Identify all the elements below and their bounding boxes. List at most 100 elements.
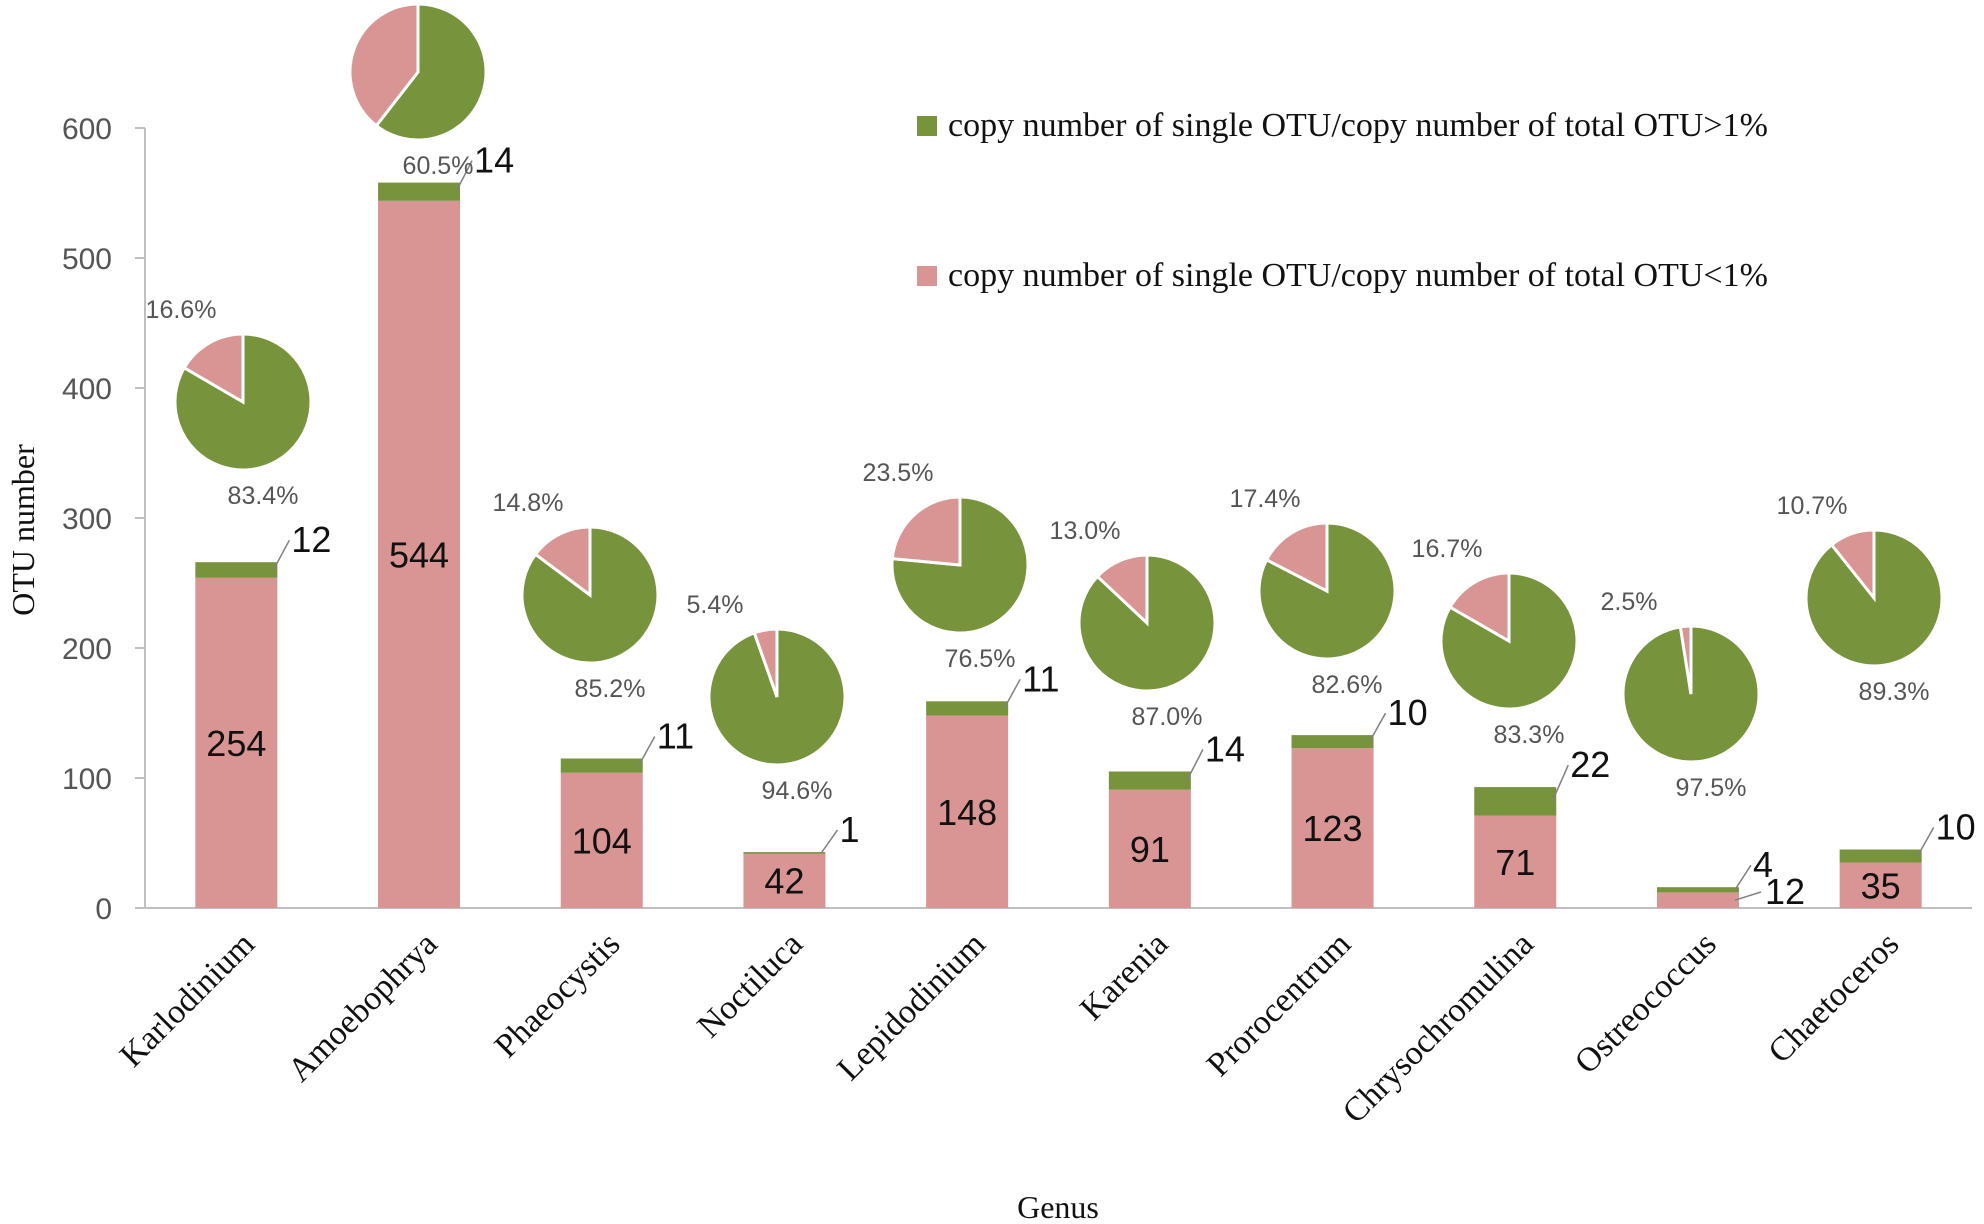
y-tick-label: 300 [62, 503, 112, 536]
bar-label-leader [638, 736, 656, 767]
bar-label-pink: 91 [1130, 829, 1170, 870]
bar-label-leader [1916, 827, 1935, 857]
pie-slice-pink [1264, 521, 1329, 594]
bar-label-leader [1368, 712, 1387, 742]
bar-green [743, 852, 826, 854]
bar-pink [1108, 789, 1191, 908]
pie-label-pink: 2.5% [1601, 588, 1658, 616]
bar-label-pink: 71 [1495, 842, 1535, 883]
pie-label-pink: 23.5% [863, 459, 934, 487]
bar-pink [378, 200, 461, 909]
bar-label-green: 4 [1753, 844, 1773, 885]
bar-label-green: 14 [1205, 729, 1245, 770]
x-tick-label: Amoebophrya [281, 925, 445, 1089]
x-tick-label: Lepidodinium [830, 925, 992, 1087]
legend-label: copy number of single OTU/copy number of… [948, 257, 1768, 294]
pie-label-pink: 14.8% [493, 489, 564, 517]
pie-slice-pink [890, 495, 962, 567]
bar-label-leader [1734, 891, 1762, 901]
bar-label-leader [272, 539, 291, 571]
bar-label-leader [1186, 749, 1204, 781]
bar-label-green: 14 [474, 140, 514, 181]
bar-pink [1291, 748, 1374, 908]
bar-pink [1656, 892, 1739, 908]
y-tick-label: 600 [62, 113, 112, 146]
x-tick-label: Noctiluca [690, 925, 810, 1045]
bar-pink [926, 715, 1009, 908]
pie-slice-green [890, 495, 1030, 635]
pie-label-green: 85.2% [575, 675, 646, 703]
bar-label-green: 22 [1570, 744, 1610, 785]
bar-pink [1839, 862, 1922, 908]
pie-label-green: 94.6% [762, 777, 833, 805]
x-tick-label: Prorocentrum [1200, 925, 1358, 1083]
bar-green [195, 562, 278, 578]
bar-pink [560, 772, 643, 908]
bar-label-pink: 544 [389, 534, 449, 575]
y-tick-label: 500 [62, 243, 112, 276]
x-tick-label: Karenia [1073, 925, 1175, 1027]
x-tick-label: Chrysochromulina [1336, 925, 1541, 1130]
bar-label-leader [455, 160, 473, 193]
y-tick-label: 100 [62, 763, 112, 796]
x-tick-label: Phaeocystis [488, 925, 628, 1065]
bar-label-green: 10 [1388, 692, 1428, 733]
bar-label-pink: 42 [764, 861, 804, 902]
bar-label-pink: 35 [1861, 865, 1901, 906]
pie-label-green: 83.4% [228, 482, 299, 510]
y-tick-label: 200 [62, 633, 112, 666]
pie-label-green: 87.0% [1132, 703, 1203, 731]
bar-pink [1474, 815, 1557, 908]
bar-label-green: 11 [1022, 658, 1059, 699]
pie-label-green: 76.5% [945, 645, 1016, 673]
bar-pink [195, 577, 278, 908]
bar-label-leader [1734, 864, 1752, 891]
bar-label-pink: 12 [1765, 871, 1805, 912]
pies: 16.6%83.4%39.5%60.5%14.8%85.2%5.4%94.6%2… [146, 2, 1944, 805]
bar-green [926, 701, 1009, 716]
legend-swatch [917, 266, 937, 286]
bar-label-green: 12 [291, 519, 331, 560]
bar-label-green: 1 [839, 809, 859, 850]
pie-slice-pink [1447, 571, 1511, 644]
x-tick-label: Chaetoceros [1761, 925, 1906, 1070]
x-tick-label: Ostreococcus [1568, 925, 1724, 1081]
bar-green [560, 758, 643, 773]
pie-slice-green [374, 2, 488, 142]
pie-label-green: 82.6% [1312, 671, 1383, 699]
pie-label-green: 97.5% [1676, 774, 1747, 802]
pie-slice-pink [348, 2, 420, 128]
bar-green [1291, 735, 1374, 749]
y-tick-label: 0 [95, 893, 112, 926]
pie-label-pink: 10.7% [1777, 492, 1848, 520]
pie-slice-pink [1829, 528, 1876, 603]
x-tick-label: Karlodinium [113, 925, 262, 1074]
y-axis-title: OTU number [5, 444, 41, 616]
pie-label-pink: 16.6% [146, 296, 217, 324]
x-axis-title: Genus [1017, 1189, 1099, 1224]
bar-green [1108, 771, 1191, 790]
pie-slice-pink [182, 332, 245, 405]
pie-label-pink: 17.4% [1230, 485, 1301, 513]
pie-slice-pink [752, 627, 779, 698]
bar-label-leader [820, 829, 839, 854]
bar-pink [743, 853, 826, 908]
pie-label-pink: 5.4% [687, 591, 744, 619]
legend-swatch [917, 116, 937, 136]
pie-label-green: 60.5% [403, 152, 474, 180]
bar-label-pink: 104 [572, 820, 632, 861]
pie-label-green: 89.3% [1859, 678, 1930, 706]
bar-green [1474, 787, 1557, 816]
bar-green [378, 182, 461, 201]
bar-label-green: 11 [657, 716, 694, 757]
bar-label-leader [1551, 764, 1569, 802]
bar-green [1656, 887, 1739, 893]
pie-slice-pink [533, 525, 592, 598]
bar-label-pink: 254 [206, 723, 266, 764]
y-tick-label: 400 [62, 373, 112, 406]
pie-label-pink: 16.7% [1412, 535, 1483, 563]
bar-green [1839, 849, 1922, 863]
pie-slice-green [1257, 521, 1397, 661]
